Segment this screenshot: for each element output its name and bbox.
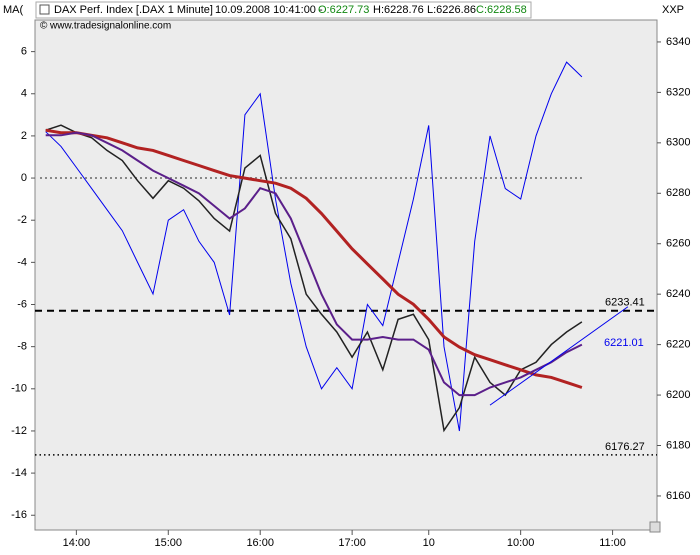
x-tick-label: 10:00: [507, 537, 535, 549]
x-tick-label: 17:00: [338, 537, 366, 549]
trendline: [489, 306, 629, 406]
level-label: 6233.41: [605, 297, 645, 309]
open: O:6227.73: [318, 4, 369, 16]
y-tick-label: -12: [11, 425, 27, 437]
low: L:6226.86: [427, 4, 476, 16]
level-label: 6176.27: [605, 441, 645, 453]
y2-tick-label: 6220: [666, 339, 690, 351]
trendline-label: 6221.01: [604, 337, 644, 349]
y2-tick-label: 6320: [666, 86, 690, 98]
corner-button[interactable]: [649, 521, 661, 533]
y-tick-label: -4: [17, 256, 27, 268]
source: www.tradesignalonline.com: [49, 21, 171, 32]
y-tick-label: -16: [11, 509, 27, 521]
y-tick-label: 0: [21, 172, 27, 184]
y2-axis-label: XXP: [662, 4, 684, 16]
y2-tick-label: 6240: [666, 288, 690, 300]
y2-tick-label: 6260: [666, 238, 690, 250]
plot-area: [34, 19, 658, 531]
x-tick-label: 16:00: [246, 537, 274, 549]
y2-tick-label: 6180: [666, 439, 690, 451]
close: C:6228.58: [476, 4, 527, 16]
y-tick-label: -8: [17, 341, 27, 353]
y-tick-label: -14: [11, 467, 27, 479]
header-icon[interactable]: [39, 4, 50, 15]
x-tick-label: 10: [423, 537, 435, 549]
y-tick-label: 2: [21, 130, 27, 142]
x-tick-label: 15:00: [155, 537, 183, 549]
y2-tick-label: 6200: [666, 389, 690, 401]
y-tick-label: -10: [11, 383, 27, 395]
y2-tick-label: 6340: [666, 36, 690, 48]
series-line: [45, 128, 583, 389]
y-tick-label: 6: [21, 46, 27, 58]
header-box: [35, 1, 532, 19]
series-line: [45, 61, 583, 432]
y-axis-label: MA(: [3, 4, 24, 16]
series-line: [45, 131, 583, 397]
y2-tick-label: 6160: [666, 490, 690, 502]
series-line: [45, 124, 583, 433]
y-tick-label: -2: [17, 214, 27, 226]
copyright: ©: [40, 21, 48, 32]
y2-tick-label: 6300: [666, 137, 690, 149]
y-tick-label: -6: [17, 298, 27, 310]
x-tick-label: 14:00: [63, 537, 91, 549]
y2-tick-label: 6280: [666, 187, 690, 199]
high: H:6228.76: [373, 4, 424, 16]
y-tick-label: 4: [21, 88, 27, 100]
timestamp: 10.09.2008 10:41:00 -: [215, 4, 323, 16]
x-tick-label: 11:00: [599, 537, 626, 549]
instrument: DAX Perf. Index [.DAX 1 Minute]: [54, 4, 213, 16]
